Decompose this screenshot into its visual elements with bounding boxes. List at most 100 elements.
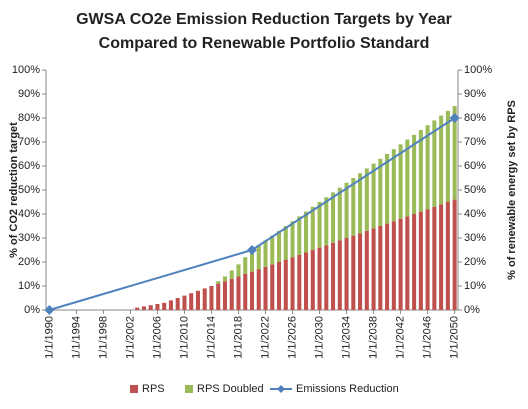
bar: [148, 305, 153, 310]
x-tick-label: 1/1/1990: [43, 316, 55, 359]
y2-tick-label: 40%: [464, 208, 486, 220]
legend-label: RPS Doubled: [197, 383, 264, 395]
bar: [378, 226, 383, 310]
bar: [432, 120, 437, 207]
marker: [449, 113, 460, 123]
y2-tick-label: 100%: [464, 64, 492, 76]
bar: [243, 257, 248, 274]
bar: [141, 306, 146, 310]
bar: [283, 226, 288, 260]
marker: [44, 305, 55, 315]
y-tick-label: 30%: [18, 232, 40, 244]
bar: [364, 168, 369, 231]
bar: [324, 197, 329, 246]
bar: [337, 240, 342, 310]
bar: [195, 290, 200, 310]
bar: [425, 125, 430, 210]
bar: [344, 182, 349, 238]
y-tick-label: 20%: [18, 256, 40, 268]
bar: [209, 286, 214, 310]
bar: [263, 266, 268, 310]
bar: [418, 130, 423, 212]
x-tick-label: 1/1/2050: [449, 316, 461, 359]
y-tick-label: 0%: [24, 304, 40, 316]
x-tick-label: 1/1/2018: [232, 316, 244, 359]
bar: [371, 228, 376, 310]
x-tick-label: 1/1/2026: [286, 316, 298, 359]
bar: [344, 238, 349, 310]
y2-tick-label: 0%: [464, 304, 480, 316]
bar: [202, 288, 207, 310]
bar: [358, 233, 363, 310]
bar: [236, 276, 241, 310]
bar: [222, 276, 228, 282]
bar: [182, 295, 187, 310]
y2-tick-label: 50%: [464, 184, 486, 196]
chart-title: GWSA CO2e Emission Reduction Targets by …: [76, 11, 452, 28]
y2-tick-label: 80%: [464, 112, 486, 124]
bar: [236, 264, 241, 277]
bar: [358, 173, 363, 234]
x-tick-label: 1/1/2030: [313, 316, 325, 359]
bar: [270, 235, 275, 265]
bar: [385, 154, 390, 224]
chart-title: Compared to Renewable Portfolio Standard: [99, 35, 430, 52]
bar: [337, 187, 342, 241]
bar: [304, 211, 309, 253]
bar: [317, 247, 322, 310]
bar: [405, 216, 410, 310]
bar: [445, 202, 450, 310]
bar: [297, 254, 302, 310]
y2-tick-label: 20%: [464, 256, 486, 268]
bar: [378, 158, 383, 226]
y-tick-label: 70%: [18, 136, 40, 148]
bar: [317, 202, 322, 248]
bar: [249, 250, 255, 272]
bar: [155, 304, 160, 310]
bar: [270, 264, 275, 310]
x-tick-label: 1/1/2034: [340, 316, 352, 359]
x-tick-label: 1/1/2042: [394, 316, 406, 359]
x-tick-label: 1/1/2014: [205, 316, 217, 359]
y2-tick-label: 10%: [464, 280, 486, 292]
bar: [304, 252, 309, 310]
bar: [385, 223, 390, 310]
bar: [391, 221, 396, 310]
y-tick-label: 80%: [18, 112, 40, 124]
bar: [324, 245, 329, 310]
bar: [290, 257, 295, 310]
x-tick-label: 1/1/2046: [422, 316, 434, 359]
bar: [162, 302, 167, 310]
bar: [243, 274, 248, 310]
bar: [310, 250, 315, 310]
bar: [439, 115, 444, 205]
bar: [432, 206, 437, 310]
bar: [398, 144, 403, 219]
x-tick-label: 1/1/1994: [70, 316, 82, 359]
bar: [168, 300, 173, 310]
x-tick-label: 1/1/2010: [178, 316, 190, 359]
bar: [249, 271, 255, 310]
bar: [452, 106, 457, 200]
x-tick-label: 1/1/1998: [97, 316, 109, 359]
x-tick-label: 1/1/2002: [124, 316, 136, 359]
bar: [135, 307, 140, 310]
bar: [216, 283, 221, 310]
bar: [412, 134, 417, 214]
bar: [256, 269, 261, 310]
bar: [398, 218, 403, 310]
y-tick-label: 100%: [12, 64, 40, 76]
bar: [439, 204, 444, 310]
bar: [351, 178, 356, 236]
bar: [263, 240, 268, 267]
bar: [283, 259, 288, 310]
bar: [452, 199, 457, 310]
bar: [256, 245, 261, 270]
y2-tick-label: 60%: [464, 160, 486, 172]
bar: [229, 278, 234, 310]
bar: [276, 230, 282, 262]
y2-axis-title: % of renewable energy set by RPS: [506, 100, 518, 280]
y-tick-label: 50%: [18, 184, 40, 196]
bar: [412, 214, 417, 310]
x-tick-label: 1/1/2022: [259, 316, 271, 359]
